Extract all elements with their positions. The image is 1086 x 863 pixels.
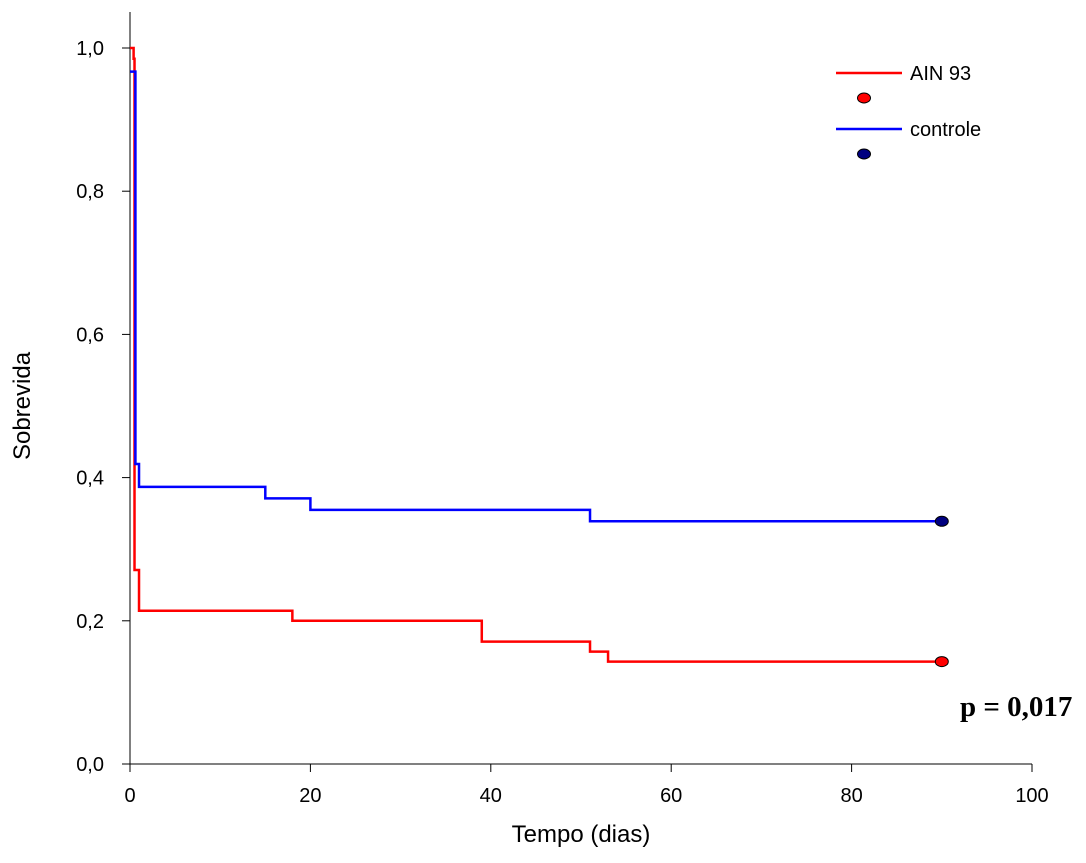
series-line-ain-93 [130, 46, 942, 663]
series-layer [130, 46, 949, 668]
x-tick-label: 40 [480, 785, 502, 807]
y-tick-label: 0,2 [76, 611, 104, 633]
y-tick-label: 1,0 [76, 38, 104, 60]
y-axis-title: Sobrevida [9, 351, 36, 460]
legend-label-controle: controle [910, 119, 981, 141]
x-tick-label: 80 [840, 785, 862, 807]
series-line-controle [130, 70, 942, 523]
x-tick-label: 100 [1015, 785, 1048, 807]
x-tick-label: 20 [299, 785, 321, 807]
x-axis-title: Tempo (dias) [512, 821, 651, 848]
x-tick-label: 60 [660, 785, 682, 807]
axes: 0 20 40 60 80 100 0,0 0,2 0,4 0,6 0,8 1,0 [76, 12, 1049, 807]
x-tick-label: 0 [124, 785, 135, 807]
p-value-annotation: p = 0,017 [960, 691, 1072, 723]
x-ticks: 0 20 40 60 80 100 [124, 764, 1049, 807]
legend-marker-controle [857, 148, 871, 160]
y-ticks: 0,0 0,2 0,4 0,6 0,8 1,0 [76, 38, 130, 776]
legend-label-ain-93: AIN 93 [910, 63, 971, 85]
y-tick-label: 0,0 [76, 754, 104, 776]
y-tick-label: 0,4 [76, 468, 104, 490]
legend: AIN 93 controle [836, 63, 981, 160]
legend-marker-ain-93 [857, 92, 871, 104]
y-tick-label: 0,8 [76, 181, 104, 203]
censor-marker-ain-93 [934, 656, 949, 668]
y-tick-label: 0,6 [76, 324, 104, 346]
censor-marker-controle [934, 515, 949, 527]
